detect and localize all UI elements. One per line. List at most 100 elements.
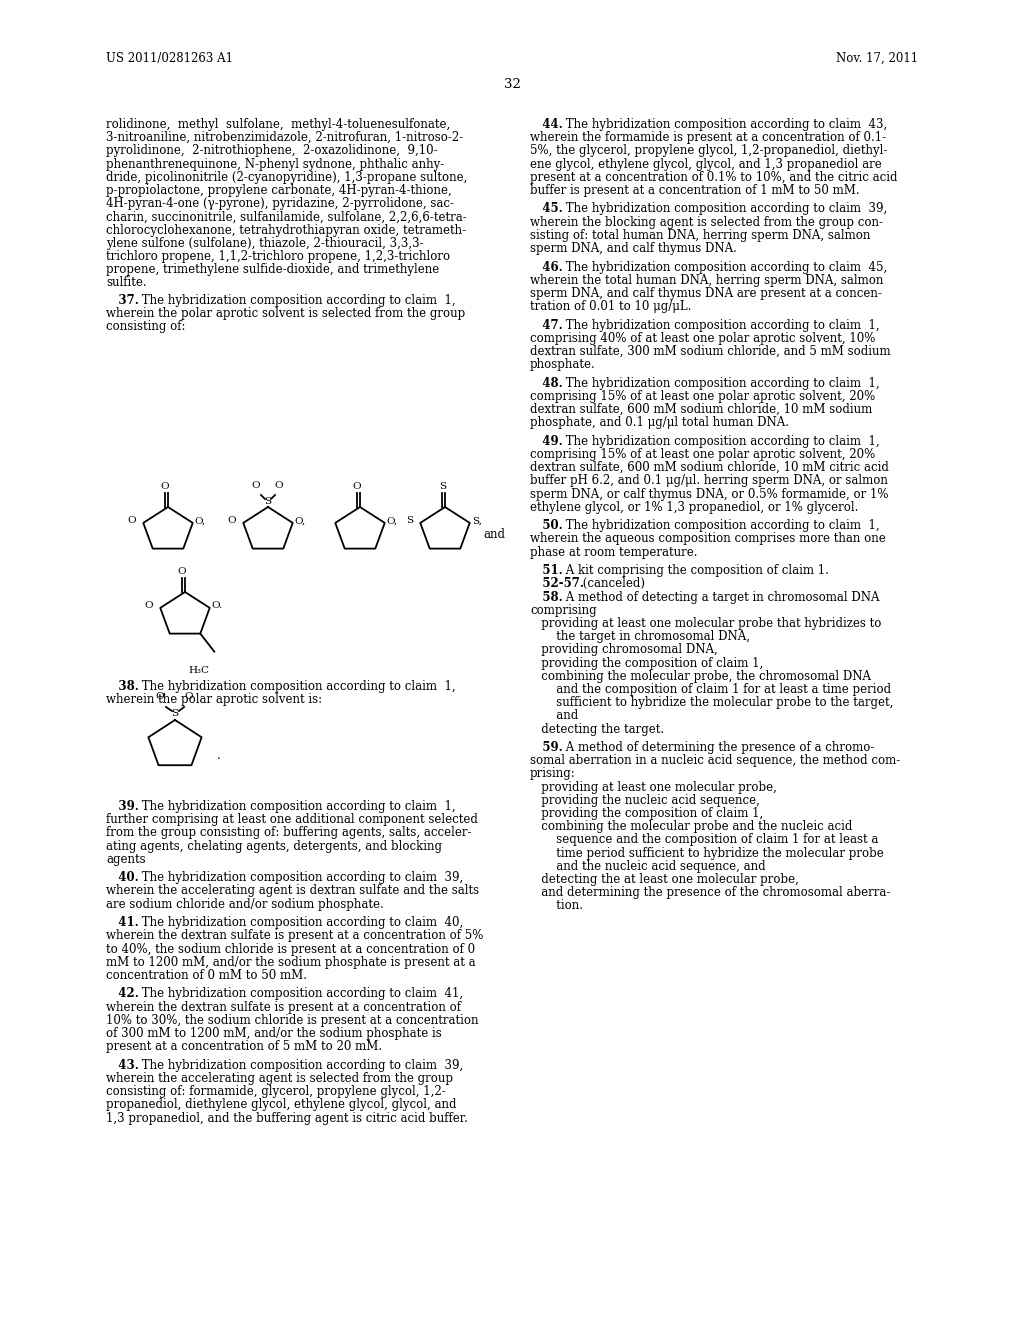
- Text: 10% to 30%, the sodium chloride is present at a concentration: 10% to 30%, the sodium chloride is prese…: [106, 1014, 478, 1027]
- Text: propanediol, diethylene glycol, ethylene glycol, glycol, and: propanediol, diethylene glycol, ethylene…: [106, 1098, 457, 1111]
- Text: charin, succinonitrile, sulfanilamide, sulfolane, 2,2,6,6-tetra-: charin, succinonitrile, sulfanilamide, s…: [106, 210, 467, 223]
- Text: O.: O.: [212, 602, 223, 610]
- Text: The hybridization composition according to claim  41,: The hybridization composition according …: [138, 987, 464, 1001]
- Text: and: and: [530, 709, 579, 722]
- Text: O: O: [252, 480, 260, 490]
- Text: are sodium chloride and/or sodium phosphate.: are sodium chloride and/or sodium phosph…: [106, 898, 384, 911]
- Text: 50.: 50.: [530, 519, 563, 532]
- Text: providing at least one molecular probe,: providing at least one molecular probe,: [530, 780, 777, 793]
- Text: wherein the total human DNA, herring sperm DNA, salmon: wherein the total human DNA, herring spe…: [530, 273, 884, 286]
- Text: O: O: [352, 482, 361, 491]
- Text: the target in chromosomal DNA,: the target in chromosomal DNA,: [530, 630, 750, 643]
- Text: buffer is present at a concentration of 1 mM to 50 mM.: buffer is present at a concentration of …: [530, 183, 859, 197]
- Text: 40.: 40.: [106, 871, 138, 884]
- Text: 43.: 43.: [106, 1059, 139, 1072]
- Text: The hybridization composition according to claim  39,: The hybridization composition according …: [138, 871, 464, 884]
- Text: 45.: 45.: [530, 202, 563, 215]
- Text: US 2011/0281263 A1: US 2011/0281263 A1: [106, 51, 233, 65]
- Text: 5%, the glycerol, propylene glycol, 1,2-propanediol, diethyl-: 5%, the glycerol, propylene glycol, 1,2-…: [530, 144, 888, 157]
- Text: 51.: 51.: [530, 564, 563, 577]
- Text: comprising 40% of at least one polar aprotic solvent, 10%: comprising 40% of at least one polar apr…: [530, 331, 876, 345]
- Text: sulfite.: sulfite.: [106, 276, 146, 289]
- Text: 47.: 47.: [530, 318, 563, 331]
- Text: O,: O,: [195, 516, 206, 525]
- Text: O: O: [184, 692, 194, 701]
- Text: detecting the target.: detecting the target.: [530, 722, 665, 735]
- Text: sisting of: total human DNA, herring sperm DNA, salmon: sisting of: total human DNA, herring spe…: [530, 228, 870, 242]
- Text: 44.: 44.: [530, 117, 563, 131]
- Text: sperm DNA, and calf thymus DNA are present at a concen-: sperm DNA, and calf thymus DNA are prese…: [530, 286, 882, 300]
- Text: 32: 32: [504, 78, 520, 91]
- Text: dextran sulfate, 300 mM sodium chloride, and 5 mM sodium: dextran sulfate, 300 mM sodium chloride,…: [530, 345, 891, 358]
- Text: The hybridization composition according to claim  39,: The hybridization composition according …: [562, 202, 888, 215]
- Text: The hybridization composition according to claim  1,: The hybridization composition according …: [138, 680, 456, 693]
- Text: O: O: [128, 516, 136, 525]
- Text: wherein the polar aprotic solvent is selected from the group: wherein the polar aprotic solvent is sel…: [106, 306, 465, 319]
- Text: pyrolidinone,  2-nitrothiophene,  2-oxazolidinone,  9,10-: pyrolidinone, 2-nitrothiophene, 2-oxazol…: [106, 144, 437, 157]
- Text: The hybridization composition according to claim  1,: The hybridization composition according …: [562, 434, 880, 447]
- Text: O,: O,: [295, 516, 306, 525]
- Text: from the group consisting of: buffering agents, salts, acceler-: from the group consisting of: buffering …: [106, 826, 471, 840]
- Text: The hybridization composition according to claim  1,: The hybridization composition according …: [138, 293, 456, 306]
- Text: A method of detecting a target in chromosomal DNA: A method of detecting a target in chromo…: [562, 590, 880, 603]
- Text: A kit comprising the composition of claim 1.: A kit comprising the composition of clai…: [562, 564, 829, 577]
- Text: providing the composition of claim 1,: providing the composition of claim 1,: [530, 807, 763, 820]
- Text: wherein the dextran sulfate is present at a concentration of 5%: wherein the dextran sulfate is present a…: [106, 929, 483, 942]
- Text: 3-nitroaniline, nitrobenzimidazole, 2-nitrofuran, 1-nitroso-2-: 3-nitroaniline, nitrobenzimidazole, 2-ni…: [106, 131, 463, 144]
- Text: S: S: [439, 482, 446, 491]
- Text: The hybridization composition according to claim  40,: The hybridization composition according …: [138, 916, 464, 929]
- Text: The hybridization composition according to claim  1,: The hybridization composition according …: [138, 800, 456, 813]
- Text: wherein the accelerating agent is dextran sulfate and the salts: wherein the accelerating agent is dextra…: [106, 884, 479, 898]
- Text: tion.: tion.: [530, 899, 583, 912]
- Text: 48.: 48.: [530, 376, 563, 389]
- Text: consisting of:: consisting of:: [106, 319, 185, 333]
- Text: wherein the blocking agent is selected from the group con-: wherein the blocking agent is selected f…: [530, 215, 883, 228]
- Text: dride, picolinonitrile (2-cyanopyridine), 1,3-propane sultone,: dride, picolinonitrile (2-cyanopyridine)…: [106, 170, 467, 183]
- Text: H₃C: H₃C: [188, 665, 209, 675]
- Text: 42.: 42.: [106, 987, 139, 1001]
- Text: O: O: [274, 480, 284, 490]
- Text: present at a concentration of 5 mM to 20 mM.: present at a concentration of 5 mM to 20…: [106, 1040, 382, 1053]
- Text: dextran sulfate, 600 mM sodium chloride, 10 mM sodium: dextran sulfate, 600 mM sodium chloride,…: [530, 403, 872, 416]
- Text: S,: S,: [472, 516, 481, 525]
- Text: comprising: comprising: [530, 603, 597, 616]
- Text: A method of determining the presence of a chromo-: A method of determining the presence of …: [562, 741, 874, 754]
- Text: and the composition of claim 1 for at least a time period: and the composition of claim 1 for at le…: [530, 682, 891, 696]
- Text: time period sufficient to hybridize the molecular probe: time period sufficient to hybridize the …: [530, 846, 884, 859]
- Text: providing the composition of claim 1,: providing the composition of claim 1,: [530, 656, 763, 669]
- Text: to 40%, the sodium chloride is present at a concentration of 0: to 40%, the sodium chloride is present a…: [106, 942, 475, 956]
- Text: 59.: 59.: [530, 741, 563, 754]
- Text: phosphate, and 0.1 μg/μl total human DNA.: phosphate, and 0.1 μg/μl total human DNA…: [530, 416, 790, 429]
- Text: mM to 1200 mM, and/or the sodium phosphate is present at a: mM to 1200 mM, and/or the sodium phospha…: [106, 956, 475, 969]
- Text: 39.: 39.: [106, 800, 139, 813]
- Text: and the nucleic acid sequence, and: and the nucleic acid sequence, and: [530, 859, 766, 873]
- Text: chlorocyclohexanone, tetrahydrothiapyran oxide, tetrameth-: chlorocyclohexanone, tetrahydrothiapyran…: [106, 223, 466, 236]
- Text: further comprising at least one additional component selected: further comprising at least one addition…: [106, 813, 478, 826]
- Text: wherein the formamide is present at a concentration of 0.1-: wherein the formamide is present at a co…: [530, 131, 886, 144]
- Text: The hybridization composition according to claim  1,: The hybridization composition according …: [562, 318, 880, 331]
- Text: wherein the dextran sulfate is present at a concentration of: wherein the dextran sulfate is present a…: [106, 1001, 461, 1014]
- Text: sufficient to hybridize the molecular probe to the target,: sufficient to hybridize the molecular pr…: [530, 696, 893, 709]
- Text: ylene sulfone (sulfolane), thiazole, 2-thiouracil, 3,3,3-: ylene sulfone (sulfolane), thiazole, 2-t…: [106, 236, 424, 249]
- Text: p-propiolactone, propylene carbonate, 4H-pyran-4-thione,: p-propiolactone, propylene carbonate, 4H…: [106, 183, 452, 197]
- Text: 37.: 37.: [106, 293, 139, 306]
- Text: providing at least one molecular probe that hybridizes to: providing at least one molecular probe t…: [530, 616, 882, 630]
- Text: 52-57.: 52-57.: [530, 577, 584, 590]
- Text: and: and: [483, 528, 505, 540]
- Text: somal aberration in a nucleic acid sequence, the method com-: somal aberration in a nucleic acid seque…: [530, 754, 900, 767]
- Text: of 300 mM to 1200 mM, and/or the sodium phosphate is: of 300 mM to 1200 mM, and/or the sodium …: [106, 1027, 441, 1040]
- Text: The hybridization composition according to claim  45,: The hybridization composition according …: [562, 260, 888, 273]
- Text: O: O: [227, 516, 237, 525]
- Text: sequence and the composition of claim 1 for at least a: sequence and the composition of claim 1 …: [530, 833, 879, 846]
- Text: phosphate.: phosphate.: [530, 358, 596, 371]
- Text: The hybridization composition according to claim  43,: The hybridization composition according …: [562, 117, 888, 131]
- Text: Nov. 17, 2011: Nov. 17, 2011: [836, 51, 918, 65]
- Text: The hybridization composition according to claim  1,: The hybridization composition according …: [562, 376, 880, 389]
- Text: 38.: 38.: [106, 680, 139, 693]
- Text: and determining the presence of the chromosomal aberra-: and determining the presence of the chro…: [530, 886, 891, 899]
- Text: ene glycol, ethylene glycol, glycol, and 1,3 propanediol are: ene glycol, ethylene glycol, glycol, and…: [530, 157, 882, 170]
- Text: providing the nucleic acid sequence,: providing the nucleic acid sequence,: [530, 793, 760, 807]
- Text: 49.: 49.: [530, 434, 563, 447]
- Text: tration of 0.01 to 10 μg/μL.: tration of 0.01 to 10 μg/μL.: [530, 300, 691, 313]
- Text: wherein the polar aprotic solvent is:: wherein the polar aprotic solvent is:: [106, 693, 323, 706]
